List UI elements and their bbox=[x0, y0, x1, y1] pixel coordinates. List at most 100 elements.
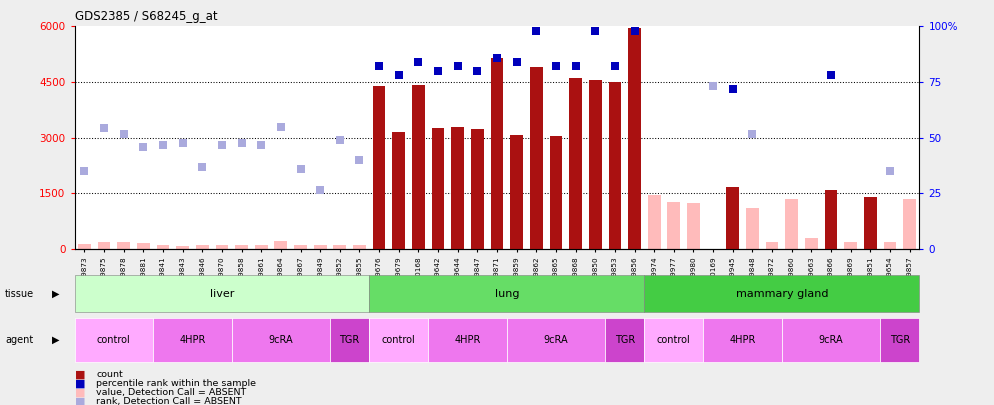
Text: ▶: ▶ bbox=[52, 289, 60, 298]
Bar bbox=[333, 245, 346, 249]
Text: 4HPR: 4HPR bbox=[730, 335, 755, 345]
Point bbox=[548, 63, 564, 70]
Text: control: control bbox=[657, 335, 691, 345]
Text: ■: ■ bbox=[75, 370, 85, 379]
Text: TGR: TGR bbox=[890, 335, 910, 345]
Bar bbox=[232, 318, 330, 362]
Bar bbox=[370, 275, 644, 312]
Text: ▶: ▶ bbox=[52, 335, 60, 345]
Point bbox=[489, 54, 505, 61]
Bar bbox=[550, 136, 563, 249]
Bar bbox=[176, 246, 189, 249]
Text: control: control bbox=[382, 335, 415, 345]
Bar bbox=[864, 197, 877, 249]
Bar bbox=[196, 245, 209, 249]
Text: count: count bbox=[96, 370, 123, 379]
Bar bbox=[880, 318, 919, 362]
Point bbox=[882, 168, 898, 174]
Bar bbox=[507, 318, 605, 362]
Bar bbox=[431, 128, 444, 249]
Bar bbox=[216, 245, 229, 249]
Text: ■: ■ bbox=[75, 379, 85, 388]
Text: TGR: TGR bbox=[340, 335, 360, 345]
Point bbox=[332, 136, 348, 143]
Bar bbox=[491, 58, 503, 249]
Bar bbox=[137, 243, 150, 249]
Bar bbox=[314, 245, 327, 249]
Point bbox=[705, 83, 721, 90]
Point bbox=[430, 68, 446, 74]
Bar bbox=[687, 202, 700, 249]
Bar bbox=[570, 78, 581, 249]
Point bbox=[411, 59, 426, 65]
Text: mammary gland: mammary gland bbox=[736, 289, 828, 298]
Bar bbox=[413, 85, 424, 249]
Text: ■: ■ bbox=[75, 388, 85, 397]
Bar bbox=[588, 80, 601, 249]
Bar bbox=[530, 67, 543, 249]
Bar bbox=[644, 318, 704, 362]
Text: 4HPR: 4HPR bbox=[454, 335, 481, 345]
Bar bbox=[704, 318, 782, 362]
Text: liver: liver bbox=[210, 289, 235, 298]
Bar bbox=[605, 318, 644, 362]
Bar bbox=[157, 245, 169, 249]
Point bbox=[391, 72, 407, 79]
Text: GDS2385 / S68245_g_at: GDS2385 / S68245_g_at bbox=[75, 10, 217, 23]
Bar bbox=[471, 129, 484, 249]
Bar bbox=[75, 275, 370, 312]
Point bbox=[253, 142, 269, 148]
Text: TGR: TGR bbox=[614, 335, 635, 345]
Bar bbox=[628, 28, 641, 249]
Text: tissue: tissue bbox=[5, 289, 34, 298]
Point bbox=[568, 63, 583, 70]
Point bbox=[77, 168, 92, 174]
Bar bbox=[254, 245, 267, 249]
Bar bbox=[805, 238, 818, 249]
Point bbox=[509, 59, 525, 65]
Bar bbox=[844, 242, 857, 249]
Point bbox=[745, 131, 760, 137]
Text: percentile rank within the sample: percentile rank within the sample bbox=[96, 379, 256, 388]
Bar bbox=[117, 242, 130, 249]
Bar bbox=[353, 245, 366, 249]
Bar bbox=[78, 244, 90, 249]
Point bbox=[292, 166, 308, 173]
Bar bbox=[294, 245, 307, 249]
Point bbox=[587, 28, 603, 34]
Bar bbox=[765, 242, 778, 249]
Text: 9cRA: 9cRA bbox=[268, 335, 293, 345]
Bar bbox=[727, 187, 740, 249]
Bar bbox=[393, 132, 406, 249]
Point bbox=[194, 164, 210, 171]
Point bbox=[449, 63, 465, 70]
Text: control: control bbox=[97, 335, 131, 345]
Text: value, Detection Call = ABSENT: value, Detection Call = ABSENT bbox=[96, 388, 247, 397]
Bar bbox=[510, 135, 523, 249]
Point bbox=[273, 123, 289, 130]
Point bbox=[371, 63, 387, 70]
Bar bbox=[608, 82, 621, 249]
Bar bbox=[97, 242, 110, 249]
Point bbox=[823, 72, 839, 79]
Point bbox=[155, 142, 171, 148]
Bar bbox=[644, 275, 919, 312]
Bar bbox=[648, 195, 661, 249]
Bar bbox=[370, 318, 428, 362]
Bar bbox=[746, 208, 758, 249]
Point bbox=[469, 68, 485, 74]
Point bbox=[96, 125, 112, 132]
Point bbox=[529, 28, 545, 34]
Point bbox=[725, 85, 741, 92]
Bar bbox=[884, 242, 897, 249]
Bar bbox=[274, 241, 287, 249]
Point bbox=[312, 186, 328, 193]
Bar bbox=[825, 190, 837, 249]
Bar bbox=[785, 199, 798, 249]
Bar bbox=[667, 202, 680, 249]
Bar bbox=[451, 126, 464, 249]
Text: rank, Detection Call = ABSENT: rank, Detection Call = ABSENT bbox=[96, 397, 243, 405]
Text: 9cRA: 9cRA bbox=[544, 335, 569, 345]
Point bbox=[234, 140, 249, 147]
Text: ■: ■ bbox=[75, 396, 85, 405]
